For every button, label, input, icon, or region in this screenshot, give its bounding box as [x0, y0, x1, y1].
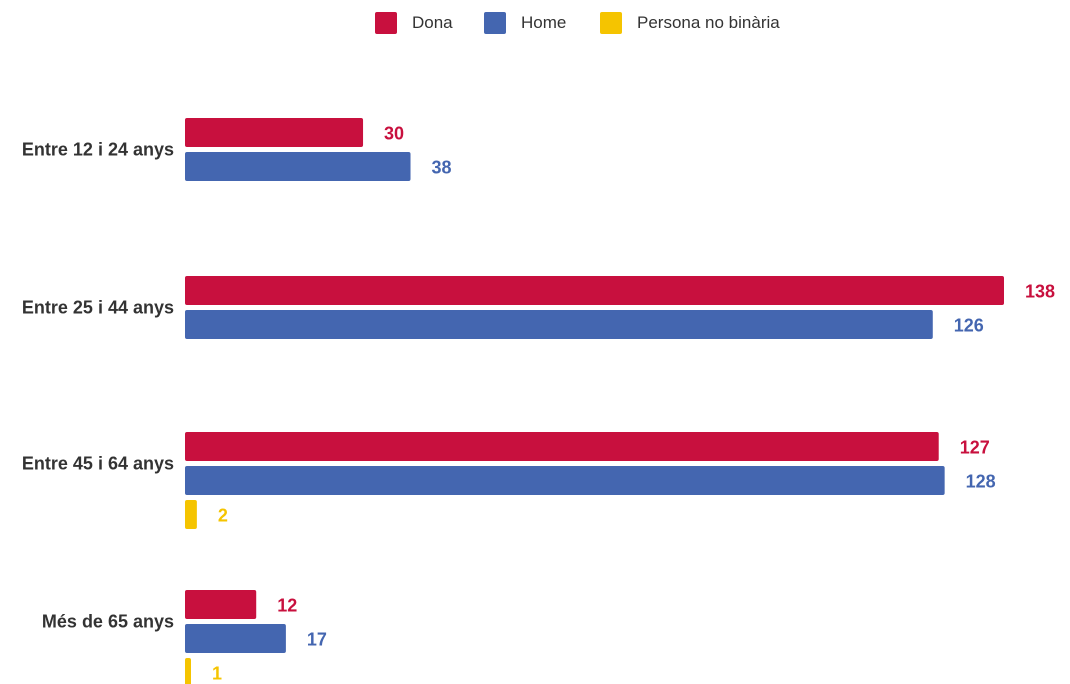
bar-mes-de-65-anys-home	[185, 624, 286, 653]
legend-label-persona-no-binaria: Persona no binària	[637, 13, 780, 32]
legend-swatch-persona-no-binaria	[600, 12, 622, 34]
value-label-mes-de-65-anys-persona-no-binaria: 1	[212, 664, 222, 684]
value-label-mes-de-65-anys-dona: 12	[277, 596, 297, 616]
value-label-entre-25-i-44-anys-home: 126	[954, 316, 984, 336]
bar-entre-45-i-64-anys-home	[185, 466, 945, 495]
bar-entre-45-i-64-anys-persona-no-binaria	[185, 500, 197, 529]
bar-entre-12-i-24-anys-home	[185, 152, 411, 181]
legend-item-home: Home	[484, 8, 566, 38]
value-label-entre-45-i-64-anys-persona-no-binaria: 2	[218, 506, 228, 526]
category-label-entre-45-i-64-anys: Entre 45 i 64 anys	[22, 454, 174, 474]
legend-swatch-home	[484, 12, 506, 34]
bar-entre-12-i-24-anys-dona	[185, 118, 364, 147]
category-label-entre-12-i-24-anys: Entre 12 i 24 anys	[22, 140, 174, 160]
legend-item-persona-no-binaria: Persona no binària	[600, 8, 780, 38]
legend-label-dona: Dona	[412, 13, 453, 32]
category-label-entre-25-i-44-anys: Entre 25 i 44 anys	[22, 298, 174, 318]
value-label-mes-de-65-anys-home: 17	[307, 630, 327, 650]
value-label-entre-12-i-24-anys-home: 38	[432, 158, 452, 178]
bar-entre-25-i-44-anys-home	[185, 310, 933, 339]
bar-entre-25-i-44-anys-dona	[185, 276, 1004, 305]
legend: Dona Home Persona no binària	[0, 8, 1070, 38]
bar-mes-de-65-anys-dona	[185, 590, 257, 619]
category-label-mes-de-65-anys: Més de 65 anys	[42, 612, 174, 632]
value-label-entre-25-i-44-anys-dona: 138	[1025, 282, 1055, 302]
bar-mes-de-65-anys-persona-no-binaria	[185, 658, 191, 684]
bar-entre-45-i-64-anys-dona	[185, 432, 939, 461]
legend-swatch-dona	[375, 12, 397, 34]
value-label-entre-45-i-64-anys-dona: 127	[960, 438, 990, 458]
legend-label-home: Home	[521, 13, 567, 32]
value-label-entre-45-i-64-anys-home: 128	[966, 472, 996, 492]
value-label-entre-12-i-24-anys-dona: 30	[384, 124, 404, 144]
legend-item-dona: Dona	[375, 8, 453, 38]
